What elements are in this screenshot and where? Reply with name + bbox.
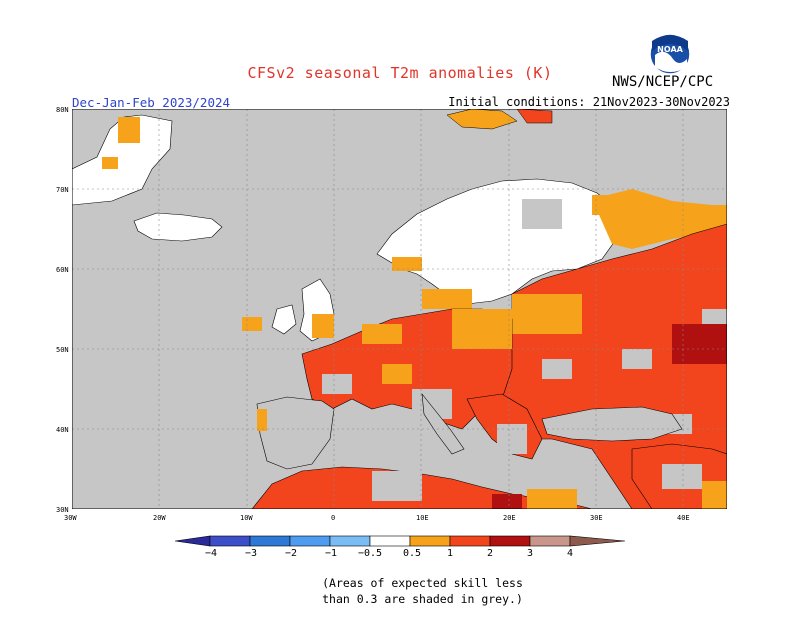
colorbar-label: −0.5	[358, 548, 383, 559]
land-ireland	[271, 304, 297, 335]
lat-label: 30N	[56, 506, 69, 514]
land-turkey	[541, 406, 683, 442]
lat-label: 50N	[56, 346, 69, 354]
lon-label: 40E	[677, 514, 690, 522]
footnote-line: (Areas of expected skill less	[322, 576, 523, 590]
colorbar-label: −4	[205, 548, 218, 559]
colorbar-label: 0.5	[403, 548, 422, 559]
land-italy	[421, 393, 465, 455]
footnote-line: than 0.3 are shaded in grey.)	[322, 592, 523, 606]
land-svalbard	[446, 109, 518, 130]
lon-label: 20W	[153, 514, 166, 522]
colorbar	[174, 535, 626, 547]
lon-label: 10E	[416, 514, 429, 522]
map-title: CFSv2 seasonal T2m anomalies (K)	[247, 64, 553, 82]
lat-label: 40N	[56, 426, 69, 434]
colorbar-arrow-high	[569, 535, 626, 547]
land-franz-josef	[516, 109, 553, 124]
colorbar-label: 1	[447, 548, 454, 559]
graticule	[72, 109, 727, 509]
colorbar-swatch	[329, 535, 371, 547]
logo-text: NOAA	[657, 45, 683, 54]
colorbar-swatch	[209, 535, 251, 547]
lat-label: 80N	[56, 106, 69, 114]
colorbar-label: −2	[285, 548, 298, 559]
colorbar-swatch	[289, 535, 331, 547]
lat-label: 60N	[56, 266, 69, 274]
land-iberia	[256, 396, 335, 470]
anomaly-map	[72, 109, 727, 509]
colorbar-arrow-low	[174, 535, 211, 547]
colorbar-swatch	[449, 535, 491, 547]
noaa-logo: NOAA	[649, 33, 691, 75]
land-iceland	[133, 212, 223, 242]
lon-label: 0	[331, 514, 336, 522]
agency-label: NWS/NCEP/CPC	[612, 74, 714, 90]
colorbar-label: 3	[527, 548, 534, 559]
lon-label: 20E	[503, 514, 516, 522]
colorbar-label: 4	[567, 548, 574, 559]
lon-label: 30W	[64, 514, 77, 522]
land-greenland	[72, 114, 173, 206]
colorbar-swatch	[529, 535, 571, 547]
colorbar-swatch	[409, 535, 451, 547]
colorbar-label: −1	[325, 548, 338, 559]
colorbar-label: −3	[245, 548, 258, 559]
colorbar-swatch	[369, 535, 411, 547]
skill-footnote: (Areas of expected skill less than 0.3 a…	[0, 575, 800, 607]
colorbar-swatch	[489, 535, 531, 547]
lon-label: 30E	[590, 514, 603, 522]
lon-label: 10W	[240, 514, 253, 522]
initial-conditions-label: Initial conditions: 21Nov2023-30Nov2023	[448, 95, 730, 109]
colorbar-swatch	[249, 535, 291, 547]
colorbar-label: 2	[487, 548, 494, 559]
season-label: Dec-Jan-Feb 2023/2024	[72, 95, 231, 110]
lat-label: 70N	[56, 186, 69, 194]
